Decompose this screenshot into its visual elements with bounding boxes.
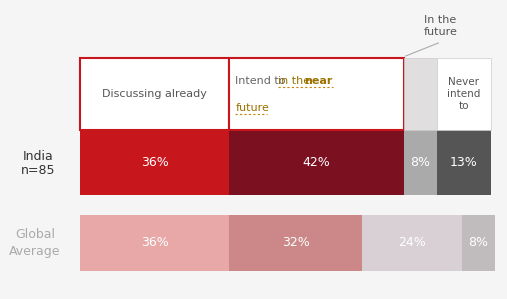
Text: 24%: 24% [398,237,426,249]
Bar [80,58,229,130]
Bar [229,130,404,195]
Text: 32%: 32% [282,237,310,249]
Text: n=85: n=85 [21,164,55,178]
Text: Intend to: Intend to [235,76,289,86]
Bar [229,58,404,130]
Text: India: India [23,150,53,162]
Text: 8%: 8% [468,237,488,249]
Text: future: future [235,103,269,113]
Bar [404,58,437,130]
Bar [80,130,229,195]
Text: In the
future: In the future [423,15,457,37]
Text: Never
intend
to: Never intend to [447,77,481,112]
Text: in the: in the [278,76,314,86]
Text: Global
Average: Global Average [9,228,61,257]
Text: 36%: 36% [141,237,168,249]
Bar [437,130,491,195]
Bar [404,130,437,195]
Text: 42%: 42% [303,156,331,169]
Text: 36%: 36% [141,156,168,169]
Text: Discussing already: Discussing already [102,89,207,99]
Text: 8%: 8% [410,156,430,169]
Bar [362,215,462,271]
Bar [462,215,495,271]
Bar [80,215,229,271]
Text: 13%: 13% [450,156,478,169]
Bar [229,215,362,271]
Text: near: near [304,76,333,86]
Bar [437,58,491,130]
